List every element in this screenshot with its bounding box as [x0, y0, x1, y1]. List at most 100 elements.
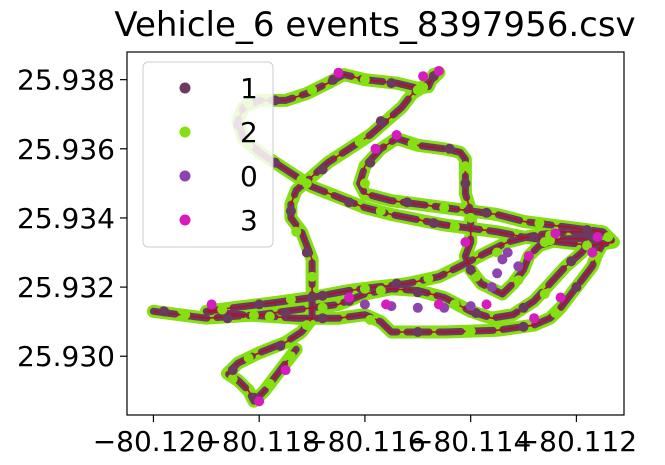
route-layer [146, 66, 620, 408]
point-series-2 [423, 273, 434, 284]
point-series-2 [375, 206, 386, 216]
point-series-2 [449, 299, 460, 310]
point-series-0 [513, 261, 524, 272]
point-series-0 [492, 268, 503, 279]
y-tick-label: 25.930 [17, 340, 115, 373]
point-series-1 [566, 256, 577, 267]
point-series-2 [582, 240, 592, 251]
point-series-3 [529, 313, 540, 324]
point-series-1 [317, 313, 328, 324]
point-series-2 [317, 302, 328, 313]
point-series-2 [291, 226, 302, 237]
point-series-1 [285, 206, 296, 216]
point-series-2 [307, 85, 318, 95]
point-series-2 [550, 308, 561, 318]
point-series-1 [307, 292, 318, 303]
legend: 1 2 0 3 [142, 61, 274, 248]
point-series-1 [275, 340, 286, 351]
point-series-1 [301, 247, 312, 258]
point-series-2 [492, 247, 503, 258]
point-series-1 [280, 308, 291, 318]
point-series-1 [518, 321, 529, 332]
point-series-3 [370, 143, 381, 154]
point-series-2 [460, 161, 471, 172]
point-series-2 [248, 310, 259, 321]
point-series-2 [439, 202, 450, 213]
plot-frame [126, 51, 625, 416]
y-axis: 25.930 25.932 25.934 25.936 25.938 [17, 64, 127, 373]
point-series-2 [545, 235, 555, 246]
point-series-1 [465, 264, 476, 275]
point-series-1 [386, 78, 397, 89]
point-series-1 [159, 306, 169, 317]
point-series-0 [359, 299, 370, 310]
legend-marker [179, 170, 191, 182]
point-series-2 [407, 138, 418, 149]
legend-label: 0 [240, 160, 258, 193]
legend-marker [179, 82, 191, 94]
point-series-3 [555, 292, 566, 303]
point-series-1 [571, 282, 582, 293]
x-tick-label: −80.120 [93, 425, 214, 458]
route-line [153, 71, 615, 402]
chart-title: Vehicle_6 events_8397956.csv [114, 5, 635, 45]
point-series-1 [460, 178, 471, 189]
point-series-1 [317, 164, 328, 175]
point-series-0 [486, 282, 497, 293]
point-series-2 [365, 314, 376, 325]
y-tick-label: 25.936 [17, 133, 115, 166]
point-series-0 [502, 247, 513, 258]
point-series-2 [301, 178, 312, 189]
point-series-2 [285, 351, 296, 362]
legend-marker [179, 126, 191, 138]
x-axis: −80.120−80.118−80.116−80.114−80.112 [93, 415, 637, 458]
points-layer [159, 66, 614, 407]
point-series-2 [471, 271, 481, 282]
point-series-2 [412, 85, 423, 95]
point-series-3 [433, 299, 444, 310]
point-series-0 [497, 254, 508, 265]
point-series-3 [433, 66, 444, 76]
point-series-1 [254, 299, 265, 310]
point-series-3 [391, 130, 402, 140]
point-series-2 [534, 218, 545, 229]
point-series-1 [391, 278, 402, 289]
point-series-3 [481, 299, 492, 310]
point-series-2 [354, 136, 365, 147]
point-series-2 [180, 309, 191, 320]
point-series-2 [465, 212, 476, 223]
point-series-1 [222, 313, 233, 324]
point-series-2 [264, 311, 275, 322]
point-series-1 [344, 197, 355, 208]
point-series-1 [328, 74, 339, 85]
point-series-2 [359, 74, 370, 85]
point-series-1 [227, 365, 238, 376]
point-series-2 [227, 373, 238, 384]
point-series-2 [301, 320, 312, 331]
point-series-2 [539, 289, 550, 299]
point-series-0 [412, 302, 423, 313]
x-tick-label: −80.116 [304, 425, 425, 458]
point-series-1 [481, 207, 492, 218]
legend-marker [179, 214, 191, 226]
point-series-0 [465, 301, 476, 312]
point-series-1 [402, 197, 413, 208]
point-series-2 [465, 326, 476, 337]
point-series-3 [254, 396, 265, 407]
point-series-2 [243, 353, 254, 363]
point-series-3 [460, 237, 471, 248]
point-series-1 [471, 308, 481, 318]
point-series-2 [603, 232, 614, 242]
point-series-1 [529, 232, 540, 242]
point-series-1 [444, 143, 455, 154]
point-series-3 [206, 299, 217, 310]
legend-box [142, 61, 274, 248]
x-tick-label: −80.118 [198, 425, 319, 458]
legend-label: 2 [240, 116, 258, 149]
point-series-2 [307, 271, 318, 282]
point-series-1 [412, 327, 423, 337]
point-series-3 [280, 365, 291, 376]
point-series-2 [513, 275, 524, 286]
x-tick-label: −80.114 [410, 425, 531, 458]
